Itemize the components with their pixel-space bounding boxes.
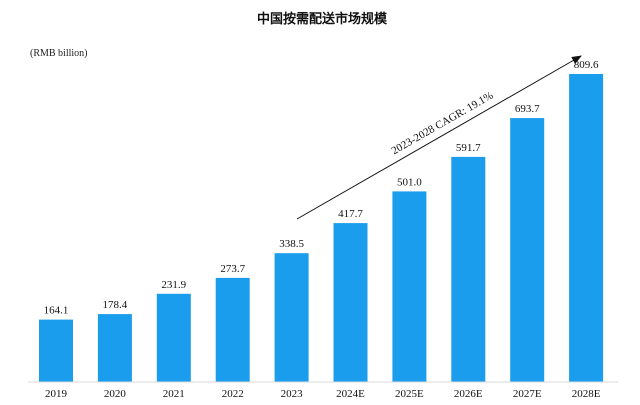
bar-2028E xyxy=(569,74,604,382)
x-tick-label-2021: 2021 xyxy=(163,388,185,400)
chart-title: 中国按需配送市场规模 xyxy=(257,11,388,27)
x-tick-label-2027E: 2027E xyxy=(513,388,542,400)
x-tick-label-2020: 2020 xyxy=(104,388,127,400)
x-tick-label-2023: 2023 xyxy=(281,388,304,400)
value-label-2025E: 501.0 xyxy=(397,176,422,188)
bar-2027E xyxy=(510,118,545,382)
value-label-2020: 178.4 xyxy=(103,299,128,311)
bars-layer xyxy=(39,74,604,382)
value-label-2021: 231.9 xyxy=(161,279,186,291)
bar-2021 xyxy=(156,293,191,382)
value-labels-layer: 164.1 178.4 231.9 273.7 338.5 417.7 501.0 591.7… xyxy=(44,59,599,317)
bar-2023 xyxy=(274,253,309,382)
bar-2019 xyxy=(39,319,73,382)
bar-2024E xyxy=(333,223,368,382)
x-tick-labels-layer: 2019 2020 2021 2022 2023 2024E 2025E 2026E 2027E… xyxy=(45,388,601,400)
value-label-2024E: 417.7 xyxy=(338,208,363,220)
x-tick-label-2019: 2019 xyxy=(45,388,68,400)
value-label-2028E: 809.6 xyxy=(574,59,599,71)
x-tick-label-2024E: 2024E xyxy=(336,388,365,400)
x-tick-label-2022: 2022 xyxy=(222,388,244,400)
cagr-arrow xyxy=(296,55,582,220)
x-tick-label-2025E: 2025E xyxy=(395,388,424,400)
bar-2020 xyxy=(97,314,132,382)
value-label-2019: 164.1 xyxy=(44,305,69,317)
value-label-2023: 338.5 xyxy=(279,238,304,250)
x-tick-label-2028E: 2028E xyxy=(572,388,601,400)
value-label-2027E: 693.7 xyxy=(515,103,540,115)
bar-2022 xyxy=(215,277,250,382)
value-label-2022: 273.7 xyxy=(220,263,245,275)
x-tick-label-2026E: 2026E xyxy=(454,388,483,400)
y-axis-unit-label: (RMB billion) xyxy=(30,48,88,59)
value-label-2026E: 591.7 xyxy=(456,142,481,154)
bar-2026E xyxy=(451,156,486,382)
bar-2025E xyxy=(392,191,427,382)
